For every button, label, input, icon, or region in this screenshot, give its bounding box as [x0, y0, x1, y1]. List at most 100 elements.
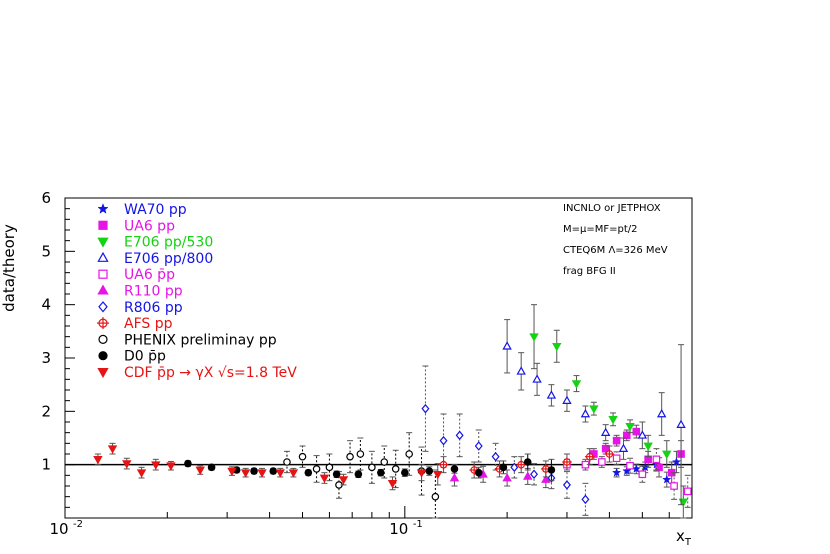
data-point	[474, 468, 483, 477]
data-point	[510, 462, 519, 473]
data-point	[581, 494, 590, 505]
legend-marker	[97, 251, 109, 262]
legend-marker	[98, 220, 108, 230]
series-3	[502, 319, 686, 506]
data-point	[275, 469, 285, 478]
data-point	[416, 469, 427, 478]
data-point	[589, 405, 599, 414]
data-point	[652, 455, 661, 464]
y-tick-label: 1	[41, 456, 51, 474]
legend-entry: UA6 p̄p	[124, 267, 175, 283]
data-point	[670, 482, 678, 490]
data-point	[136, 469, 147, 478]
legend-marker	[97, 284, 109, 295]
series-10	[93, 442, 443, 491]
legend-entry: PHENIX preliminay pp	[124, 332, 277, 348]
series-8	[283, 432, 440, 519]
data-point	[662, 474, 672, 484]
y-axis-label: data/theory	[0, 224, 18, 312]
legend-entry: R110 pp	[124, 284, 183, 300]
data-point	[530, 469, 539, 480]
legend-entry: D0 p̄p	[124, 349, 166, 365]
data-layer	[93, 304, 692, 519]
data-point	[562, 480, 571, 490]
data-point	[502, 341, 512, 350]
data-point	[391, 465, 400, 473]
legend-marker	[98, 301, 108, 313]
legend-marker	[98, 351, 108, 361]
y-tick-label: 5	[41, 242, 51, 260]
data-point	[600, 427, 611, 436]
data-point	[552, 342, 562, 352]
data-point	[421, 403, 430, 414]
y-tick-label: 6	[41, 189, 51, 207]
annotations: INCNLO or JETPHOX M=μ=MF=pt/2 CTEQ6M Λ=326…	[563, 203, 668, 277]
legend-entry: E706 pp/530	[124, 235, 213, 251]
legend-entry: UA6 pp	[124, 218, 175, 234]
data-point	[346, 452, 354, 461]
legend-marker	[98, 334, 108, 344]
data-point	[676, 419, 686, 428]
data-point	[547, 466, 556, 474]
data-point	[325, 463, 334, 472]
legend-marker	[98, 269, 108, 279]
series-7	[438, 445, 615, 479]
data-point	[298, 452, 307, 461]
data-point	[625, 422, 635, 432]
data-point	[491, 451, 500, 462]
x-tick-label: 10	[389, 520, 408, 538]
data-point	[332, 470, 341, 479]
data-point	[227, 467, 237, 477]
data-point	[195, 466, 205, 476]
data-point	[304, 468, 313, 477]
data-point	[671, 457, 682, 466]
data-point	[377, 468, 385, 477]
data-point	[643, 442, 653, 452]
data-point	[637, 430, 648, 439]
data-point	[601, 444, 610, 453]
data-point	[612, 436, 621, 445]
data-point	[611, 467, 622, 477]
data-point	[655, 463, 663, 472]
data-point	[425, 467, 434, 475]
data-point	[532, 374, 542, 383]
data-point	[562, 395, 572, 404]
y-tick-label: 3	[41, 349, 51, 367]
data-point	[612, 454, 621, 463]
data-point	[608, 416, 618, 425]
data-point	[656, 408, 667, 418]
data-point	[151, 461, 161, 470]
data-point	[356, 450, 365, 458]
series-4	[563, 448, 692, 508]
data-point	[401, 468, 409, 477]
legend-entry: AFS pp	[124, 316, 173, 332]
data-point	[283, 458, 291, 466]
annotation-text: INCNLO or JETPHOX	[563, 203, 661, 214]
data-point	[312, 465, 321, 473]
data-point	[683, 487, 692, 496]
data-point	[632, 427, 641, 436]
legend-entry: CDF p̄p → γX √s=1.8 TeV	[124, 365, 297, 381]
data-point	[368, 463, 376, 472]
legend-marker	[97, 203, 109, 214]
data-point	[626, 461, 634, 470]
data-point	[184, 459, 192, 468]
series-9	[184, 453, 556, 482]
legend-marker	[97, 368, 109, 379]
series-2	[529, 304, 689, 519]
annotation-text: M=μ=MF=pt/2	[563, 224, 638, 235]
data-point	[529, 333, 539, 342]
data-point	[541, 474, 551, 483]
x-tick-exponent: -1	[413, 519, 423, 530]
data-point	[207, 463, 216, 472]
data-point	[516, 366, 526, 375]
data-point	[380, 458, 389, 466]
data-point	[523, 471, 533, 480]
data-point	[502, 472, 512, 482]
data-point	[288, 469, 299, 478]
y-tick-label: 2	[41, 402, 51, 420]
x-tick-exponent: -2	[73, 519, 83, 530]
data-point	[474, 441, 483, 451]
data-point	[338, 476, 349, 485]
